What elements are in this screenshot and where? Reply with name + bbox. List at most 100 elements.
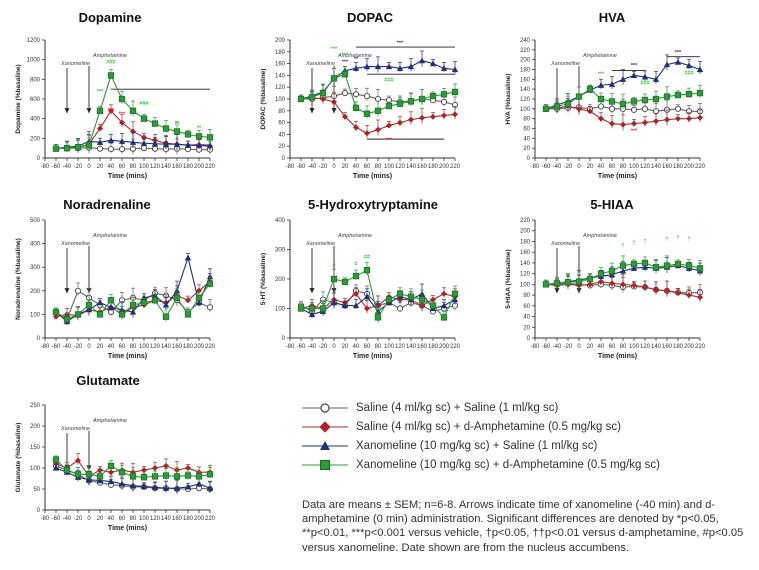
data-point-amph	[196, 287, 202, 294]
data-point-saline	[140, 145, 148, 152]
x-tick-label: -80	[286, 164, 295, 170]
x-tick-label: 220	[695, 344, 706, 350]
data-point-combo	[553, 280, 561, 287]
data-point-amph	[408, 116, 414, 123]
data-point-amph	[587, 281, 593, 288]
data-point-combo	[586, 275, 594, 283]
y-tick-label: 300	[30, 265, 41, 271]
x-tick-label: -20	[74, 516, 83, 522]
y-axis-label: Glutamate (%basaline)	[15, 423, 22, 493]
data-point-combo	[418, 95, 426, 103]
x-tick-label: 40	[353, 164, 360, 170]
x-tick-label: 100	[384, 164, 395, 170]
x-tick-label: 120	[395, 344, 406, 350]
data-point-amph	[664, 116, 670, 123]
x-tick-label: 120	[150, 344, 161, 350]
x-tick-label: 60	[364, 164, 371, 170]
data-point-xano	[330, 299, 338, 306]
y-tick-label: 200	[520, 58, 531, 64]
y-tick-label: 100	[30, 312, 41, 318]
data-point-amph	[320, 96, 326, 102]
chart-title: HVA	[599, 10, 626, 25]
x-tick-label: 200	[684, 344, 695, 350]
data-point-xano	[674, 58, 682, 65]
data-point-combo	[663, 262, 671, 269]
chart-panel-7: Glutamate 0 50 100 150 200 250 -80 -60 -40 -20 0 20 4…	[15, 373, 216, 532]
y-tick-label: 60	[523, 304, 530, 310]
data-point-combo	[107, 297, 115, 304]
data-point-combo	[85, 142, 93, 149]
y-tick-label: 200	[520, 229, 531, 235]
data-point-xano	[363, 63, 371, 70]
data-point-xano	[129, 482, 137, 489]
data-point-combo	[308, 94, 316, 101]
data-point-combo	[140, 115, 148, 122]
x-tick-label: -60	[52, 516, 61, 522]
x-tick-label: -40	[553, 344, 562, 350]
significance-marker: ***	[631, 128, 638, 134]
data-point-xano	[630, 72, 638, 78]
data-point-combo	[107, 462, 115, 470]
x-tick-label: -20	[74, 344, 83, 350]
data-point-combo	[173, 294, 181, 302]
significance-marker: †	[665, 236, 668, 242]
data-point-combo	[129, 107, 137, 114]
data-point-xano	[184, 483, 192, 490]
x-axis-label: Time (mins)	[598, 353, 637, 360]
significance-marker: **	[197, 125, 202, 131]
data-point-combo	[162, 313, 170, 320]
y-tick-label: 20	[278, 144, 285, 150]
data-point-combo	[319, 305, 327, 312]
data-point-xano	[597, 82, 605, 88]
data-point-xano	[418, 57, 426, 64]
y-tick-label: 140	[275, 73, 286, 79]
data-point-saline	[206, 304, 214, 311]
data-point-combo	[206, 280, 214, 287]
y-tick-label: 180	[520, 68, 531, 74]
data-point-xano	[451, 66, 459, 73]
data-point-combo	[129, 301, 137, 309]
x-tick-label: 20	[97, 344, 104, 350]
x-tick-label: 220	[450, 344, 461, 350]
x-tick-label: 200	[194, 164, 205, 170]
chart-title: DOPAC	[347, 10, 394, 25]
x-tick-label: 100	[139, 516, 150, 522]
y-axis-label: 5-HT (%basaline)	[260, 253, 267, 305]
injection-arrow-label: Xanomeline	[60, 426, 90, 432]
data-point-amph	[631, 282, 637, 289]
data-point-saline	[96, 145, 104, 152]
data-point-combo	[206, 134, 214, 141]
x-tick-label: 60	[119, 164, 126, 170]
x-tick-label: 100	[139, 164, 150, 170]
x-tick-label: -20	[564, 344, 573, 350]
x-tick-label: 60	[609, 344, 616, 350]
data-point-combo	[396, 290, 404, 297]
y-tick-label: 0	[527, 156, 531, 162]
data-point-xano	[641, 73, 649, 80]
y-tick-label: 60	[278, 121, 285, 127]
x-tick-label: -80	[531, 344, 540, 350]
data-point-amph	[642, 284, 648, 291]
chart-title: Glutamate	[76, 373, 140, 388]
data-point-combo	[429, 92, 437, 100]
x-axis-label: Time (mins)	[353, 173, 392, 180]
y-tick-label: 180	[520, 239, 531, 245]
data-point-amph	[642, 119, 648, 126]
data-point-xano	[184, 142, 192, 148]
data-point-amph	[364, 130, 370, 137]
data-point-xano	[308, 311, 316, 317]
data-point-combo	[195, 133, 203, 140]
significance-marker: ***	[108, 108, 115, 114]
x-tick-label: -40	[553, 164, 562, 170]
x-tick-label: -20	[319, 164, 328, 170]
y-tick-label: 180	[275, 50, 286, 56]
significance-marker: ††	[174, 122, 180, 128]
x-tick-label: 20	[342, 164, 349, 170]
x-tick-label: 160	[172, 516, 183, 522]
x-tick-label: 80	[620, 164, 627, 170]
y-tick-label: 60	[523, 127, 530, 133]
data-point-combo	[151, 120, 159, 127]
data-point-amph	[697, 114, 703, 121]
x-tick-label: 0	[332, 164, 336, 170]
x-tick-label: 20	[587, 344, 594, 350]
